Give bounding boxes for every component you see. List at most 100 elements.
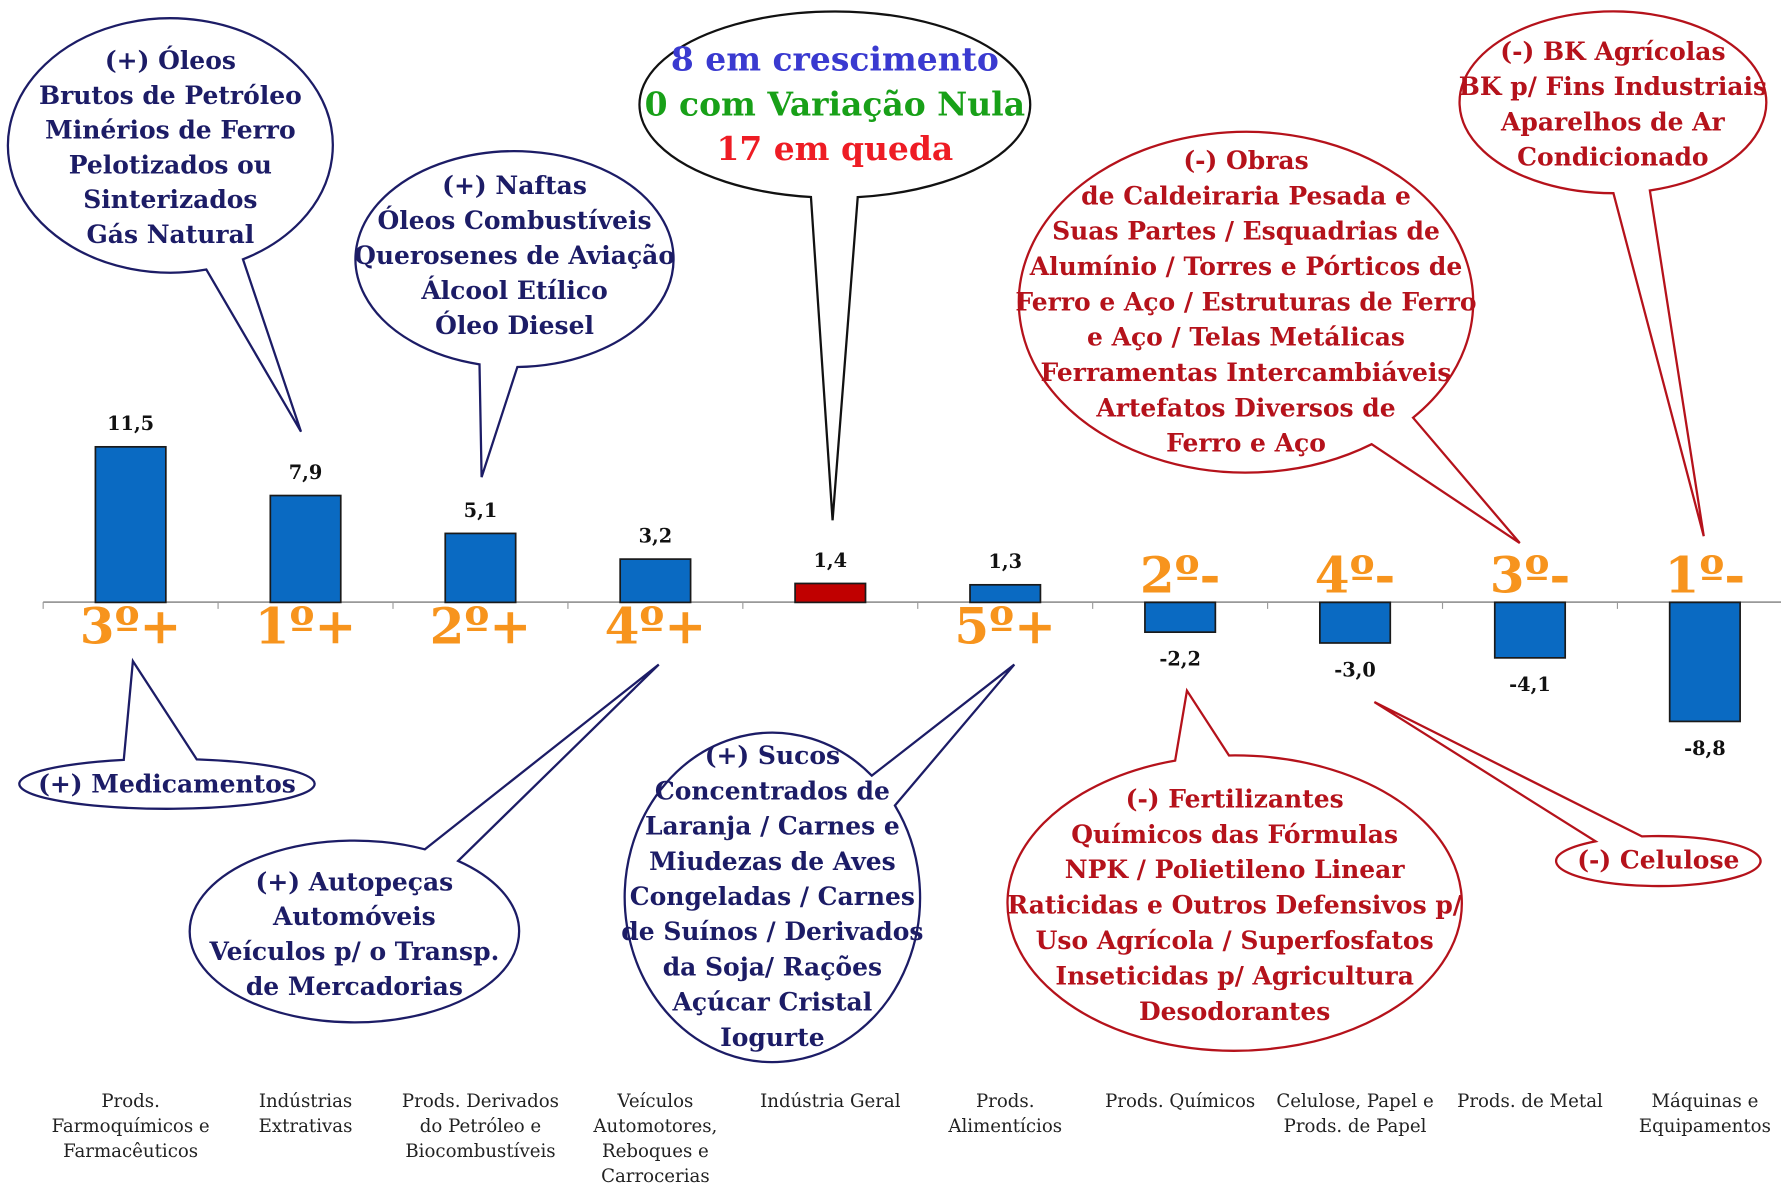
callout-bubble <box>1458 10 1768 537</box>
callout-text: Inseticidas p/ Agricultura <box>1055 962 1413 991</box>
x-tick-label: Prods. de Metal <box>1457 1091 1603 1112</box>
callout-text: Raticidas e Outros Defensivos p/ <box>1007 891 1462 920</box>
callout-bubble <box>188 663 660 1024</box>
callout-text: (-) Obras <box>1183 146 1308 175</box>
value-label: 7,9 <box>289 461 323 484</box>
callout-text: de Caldeiraria Pesada e <box>1081 181 1411 210</box>
callout-text: de Mercadorias <box>246 972 463 1001</box>
x-tick-label: Prods. Químicos <box>1105 1091 1255 1112</box>
callout-text: (+) Medicamentos <box>38 770 296 799</box>
callout-bubble <box>1006 687 1463 1052</box>
rank-label: 4º+ <box>605 596 707 655</box>
callout-text: Uso Agrícola / Superfosfatos <box>1036 926 1434 955</box>
value-label: -8,8 <box>1684 737 1726 760</box>
bar <box>1144 601 1217 634</box>
callout-text: 17 em queda <box>716 129 953 168</box>
x-tick-label: Indústrias Extrativas <box>259 1091 353 1137</box>
callout-text: Miudezas de Aves <box>649 847 896 876</box>
callout-text: Alumínio / Torres e Pórticos de <box>1029 252 1463 281</box>
rank-label: 3º- <box>1490 545 1571 604</box>
callout-text: Veículos p/ o Transp. <box>208 937 499 966</box>
callout-bubble <box>1017 130 1521 544</box>
callout-text: Químicos das Fórmulas <box>1071 820 1398 849</box>
callout-text: (+) Óleos <box>105 46 236 75</box>
callout-text: Condicionado <box>1517 143 1708 172</box>
callout-text: Pelotizados ou <box>69 150 272 179</box>
callout-text: Desodorantes <box>1139 997 1330 1026</box>
callout-text: (-) Celulose <box>1577 846 1739 875</box>
rank-label: 1º- <box>1665 545 1746 604</box>
bar <box>1668 601 1741 723</box>
bar <box>794 582 867 604</box>
callout-text: Gás Natural <box>86 220 254 249</box>
bar <box>969 583 1042 604</box>
bar <box>1493 601 1567 659</box>
callout-text: Laranja / Carnes e <box>645 812 900 841</box>
callout-text: Óleos Combustíveis <box>377 206 651 235</box>
callout-text: Ferro e Aço / Estruturas de Ferro <box>1015 287 1476 316</box>
callout-text: (-) Fertilizantes <box>1126 784 1344 813</box>
rank-label: 1º+ <box>255 596 357 655</box>
callout-text: Óleo Diesel <box>435 311 594 340</box>
x-tick-label: Prods. Alimentícios <box>947 1091 1062 1137</box>
callout-text: de Suínos / Derivados <box>621 917 923 946</box>
value-label: -3,0 <box>1334 658 1376 681</box>
callout-text: (+) Naftas <box>442 171 587 200</box>
callout-text: NPK / Polietileno Linear <box>1065 855 1406 884</box>
callout-text: da Soja/ Rações <box>663 952 882 981</box>
callout-text: Concentrados de <box>655 776 890 805</box>
callout-text: Automóveis <box>272 902 436 931</box>
value-label: -4,1 <box>1509 673 1551 696</box>
x-tick-label: Prods. Farmoquímicos e Farmacêuticos <box>52 1091 210 1162</box>
callout-text: Álcool Etílico <box>420 276 607 305</box>
rank-label: 5º+ <box>954 596 1056 655</box>
x-tick-label: Celulose, Papel e Prods. de Papel <box>1276 1091 1433 1137</box>
callout-bubble <box>6 17 334 433</box>
x-tick-label: Prods. Derivados do Petróleo e Biocombustí… <box>402 1091 559 1162</box>
callout-text: (+) Sucos <box>705 741 840 770</box>
value-label: -2,2 <box>1159 648 1201 671</box>
callout-bubble <box>1373 701 1762 888</box>
callout-text: Querosenes de Aviação <box>354 241 675 270</box>
callout-text: Açúcar Cristal <box>672 988 873 1017</box>
rank-label: 2º+ <box>430 596 532 655</box>
bar <box>94 445 167 604</box>
callout-text: BK p/ Fins Industriais <box>1459 72 1767 101</box>
rank-label: 3º+ <box>80 596 182 655</box>
bar <box>269 494 342 604</box>
value-label: 5,1 <box>464 499 498 522</box>
rank-label: 4º- <box>1315 545 1396 604</box>
value-label: 3,2 <box>639 525 673 548</box>
callout-text: Aparelhos de Ar <box>1500 107 1726 136</box>
bar <box>619 558 692 604</box>
callout-text: Congeladas / Carnes <box>630 882 915 911</box>
callout-text: (+) Autopeças <box>256 867 454 896</box>
callout-text: Artefatos Diversos de <box>1095 393 1395 422</box>
x-tick-label: Máquinas e Equipamentos <box>1639 1091 1771 1137</box>
callout-text: e Aço / Telas Metálicas <box>1087 323 1405 352</box>
bar <box>444 532 517 604</box>
callout-text: Ferro e Aço <box>1166 429 1326 458</box>
value-label: 1,4 <box>814 549 848 572</box>
value-label: 1,3 <box>988 550 1022 573</box>
callout-text: Ferramentas Intercambiáveis <box>1041 358 1452 387</box>
callout-text: 0 com Variação Nula <box>645 84 1025 123</box>
callout-bubble <box>354 150 675 478</box>
callout-text: (-) BK Agrícolas <box>1500 37 1725 66</box>
x-tick-label: Indústria Geral <box>760 1091 901 1112</box>
callout-text: Minérios de Ferro <box>45 116 295 145</box>
value-label: 11,5 <box>107 412 154 435</box>
callout-bubble <box>623 663 1016 1064</box>
callout-text: Suas Partes / Esquadrias de <box>1052 217 1440 246</box>
rank-label: 2º- <box>1140 545 1220 604</box>
callout-text: Brutos de Petróleo <box>39 81 302 110</box>
callout-text: Iogurte <box>720 1023 825 1052</box>
bar <box>1318 601 1392 644</box>
callout-bubble <box>18 657 316 810</box>
callout-text: Sinterizados <box>83 185 257 214</box>
callout-bubble <box>638 10 1032 521</box>
callout-text: 8 em crescimento <box>671 39 999 78</box>
x-tick-label: Veículos Automotores, Reboques e Carroceria… <box>592 1091 717 1186</box>
